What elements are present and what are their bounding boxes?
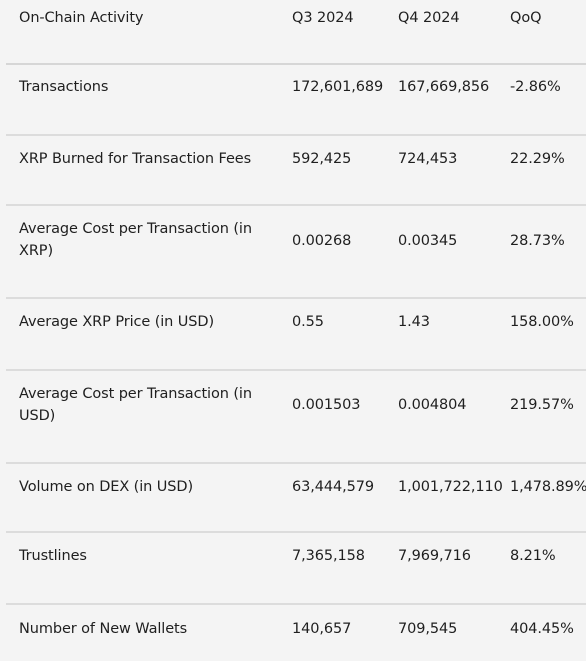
q4-value: 1.43 <box>398 314 430 330</box>
q4-value: 1,001,722,110 <box>398 479 503 495</box>
column-header-metric: On-Chain Activity <box>19 10 144 26</box>
qoq-value: 22.29% <box>510 151 565 167</box>
q4-value: 724,453 <box>398 151 458 167</box>
metric-label: Average Cost per Transaction (in XRP) <box>19 221 252 259</box>
metric-label: Volume on DEX (in USD) <box>19 479 194 495</box>
q4-value: 0.00345 <box>398 233 458 249</box>
metric-label: Number of New Wallets <box>19 621 188 637</box>
q3-value: 7,365,158 <box>292 548 365 564</box>
qoq-value: 8.21% <box>510 548 556 564</box>
qoq-value: 158.00% <box>510 314 574 330</box>
q3-value: 0.55 <box>292 314 324 330</box>
on-chain-activity-table: On-Chain Activity Q3 2024 Q4 2024 QoQ Tr… <box>6 0 586 661</box>
column-header-q3-2024: Q3 2024 <box>292 10 354 26</box>
metric-label: Transactions <box>19 79 109 95</box>
column-header-q4-2024: Q4 2024 <box>398 10 460 26</box>
table-row: Number of New Wallets 140,657 709,545 40… <box>6 605 586 661</box>
metric-label: Trustlines <box>19 548 87 564</box>
q3-value: 592,425 <box>292 151 352 167</box>
q4-value: 709,545 <box>398 621 458 637</box>
qoq-value: -2.86% <box>510 79 561 95</box>
table-row: Trustlines 7,365,158 7,969,716 8.21% <box>6 533 586 605</box>
metric-label: XRP Burned for Transaction Fees <box>19 151 252 167</box>
column-header-qoq: QoQ <box>510 10 542 26</box>
q4-value: 0.004804 <box>398 397 467 413</box>
qoq-value: 1,478.89% <box>510 479 586 495</box>
table-row: Transactions 172,601,689 167,669,856 -2.… <box>6 65 586 136</box>
q4-value: 7,969,716 <box>398 548 471 564</box>
qoq-value: 404.45% <box>510 621 574 637</box>
qoq-value: 28.73% <box>510 233 565 249</box>
table-row: Average Cost per Transaction (in USD) 0.… <box>6 371 586 464</box>
metric-label: Average Cost per Transaction (in USD) <box>19 386 252 424</box>
qoq-value: 219.57% <box>510 397 574 413</box>
table-row: Volume on DEX (in USD) 63,444,579 1,001,… <box>6 464 586 533</box>
q3-value: 0.001503 <box>292 397 361 413</box>
table-row: Average Cost per Transaction (in XRP) 0.… <box>6 206 586 299</box>
table-header-row: On-Chain Activity Q3 2024 Q4 2024 QoQ <box>6 0 586 65</box>
q3-value: 0.00268 <box>292 233 352 249</box>
q3-value: 140,657 <box>292 621 352 637</box>
table-row: XRP Burned for Transaction Fees 592,425 … <box>6 136 586 206</box>
q4-value: 167,669,856 <box>398 79 490 95</box>
metric-label: Average XRP Price (in USD) <box>19 314 215 330</box>
q3-value: 172,601,689 <box>292 79 384 95</box>
q3-value: 63,444,579 <box>292 479 375 495</box>
table-row: Average XRP Price (in USD) 0.55 1.43 158… <box>6 299 586 371</box>
